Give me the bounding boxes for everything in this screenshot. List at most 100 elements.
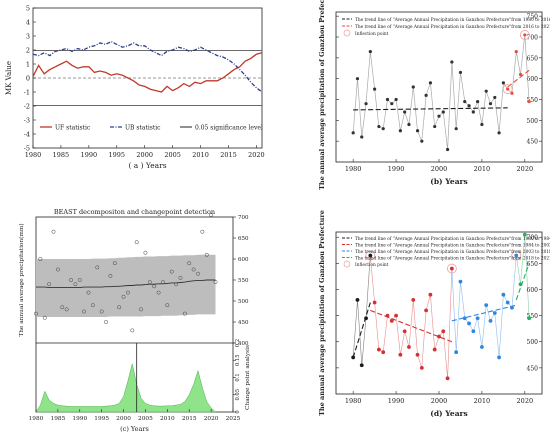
segment-line — [451, 255, 517, 358]
observation-point — [200, 229, 205, 234]
data-point — [484, 89, 488, 93]
data-point — [428, 81, 433, 85]
data-point — [381, 350, 386, 355]
data-point — [493, 95, 497, 100]
data-point — [518, 282, 523, 287]
legend-label: UB statistic — [125, 125, 161, 132]
data-point — [394, 313, 398, 318]
legend-label: The trend line of "Average Annual Precip… — [355, 256, 550, 261]
y-tick-label: 2 — [26, 47, 30, 55]
cp-tick-label: 0.15 — [235, 354, 241, 366]
chart-title: BEAST decompositon and changepoint detec… — [54, 208, 215, 216]
series-line-uf — [32, 52, 263, 93]
observation-point — [42, 315, 47, 320]
trend-line — [515, 263, 530, 301]
x-tick-label: 2020 — [517, 397, 534, 405]
observation-point — [90, 303, 95, 308]
observation-point — [156, 290, 161, 295]
data-point — [407, 345, 411, 349]
data-point — [450, 60, 454, 64]
observation-point — [51, 229, 56, 234]
observation-point — [130, 328, 135, 333]
data-point — [454, 127, 458, 131]
data-point — [501, 81, 505, 85]
data-point — [390, 102, 394, 106]
panel-c: BEAST decompositon and changepoint detec… — [18, 208, 251, 433]
y-tick-label: 700 — [238, 215, 249, 221]
data-point — [492, 311, 497, 315]
y-tick-label: 3 — [26, 33, 30, 41]
data-point — [445, 147, 450, 152]
data-point — [514, 49, 518, 54]
data-point — [385, 313, 390, 318]
y-tick-label: 600 — [527, 76, 539, 83]
data-point — [428, 292, 433, 297]
data-point — [458, 70, 463, 75]
data-point — [523, 33, 527, 37]
legend-label: Inflection point — [355, 263, 389, 268]
data-point — [463, 99, 467, 104]
observation-point — [73, 282, 78, 287]
x-tick-label: 2010 — [160, 416, 175, 422]
x-tick-label: 1985 — [53, 151, 70, 159]
data-point — [441, 329, 446, 334]
x-tick-label: 2000 — [136, 151, 153, 159]
data-point — [364, 316, 368, 321]
observation-point — [213, 280, 218, 285]
x-tick-label: 2020 — [517, 165, 534, 173]
x-tick-label: 2015 — [220, 151, 237, 159]
y-axis-label: MK Value — [5, 61, 13, 95]
legend-label: The trend line of "Average Annual Precip… — [355, 243, 550, 248]
data-point — [514, 253, 519, 258]
observation-point — [47, 282, 52, 287]
observation-point — [121, 294, 126, 299]
observation-point — [60, 305, 65, 310]
x-tick-label: 2025 — [226, 416, 241, 422]
trend-line — [36, 279, 216, 289]
data-point — [497, 131, 501, 135]
panel-b: 450 500 550 600 650 700 750 1980 1990 2000 2010 202… — [318, 0, 550, 190]
observation-point — [209, 212, 214, 217]
data-point — [510, 305, 514, 310]
data-point — [368, 253, 373, 258]
y-tick-label: 450 — [527, 365, 539, 372]
x-tick-label: 1980 — [29, 416, 44, 422]
y-tick-label: 500 — [527, 339, 539, 346]
data-point — [432, 347, 437, 352]
inflection-marker — [519, 30, 530, 40]
data-point — [403, 110, 407, 114]
data-point — [351, 355, 356, 360]
data-point — [394, 97, 398, 102]
observation-point — [108, 273, 113, 278]
observation-point — [95, 265, 100, 270]
x-tick-label: 2000 — [116, 416, 131, 422]
data-point — [419, 365, 424, 370]
data-point — [415, 352, 420, 357]
segment-line — [516, 234, 530, 319]
observation-point — [104, 320, 108, 324]
y-tick-label: 450 — [238, 320, 249, 326]
trend-line — [451, 304, 517, 322]
legend-label: The trend line of "Average Annual Precip… — [355, 25, 550, 30]
data-point — [471, 329, 476, 334]
x-tick-label: 1990 — [72, 416, 87, 422]
data-point — [467, 321, 471, 326]
legend-label: Inflection point — [355, 32, 389, 37]
data-point — [385, 97, 390, 102]
observation-point — [165, 303, 170, 308]
inflection-marker — [502, 84, 513, 94]
x-tick-label: 1990 — [388, 165, 405, 173]
data-point — [497, 355, 501, 360]
y-tick-label: 4 — [26, 19, 30, 27]
observation-point — [204, 252, 209, 257]
data-point — [433, 124, 437, 129]
legend-label: The trend line of "Average Annual Precip… — [355, 250, 550, 255]
data-point — [462, 316, 467, 321]
inflection-marker — [446, 263, 457, 274]
y-tick-label: 700 — [527, 235, 539, 242]
data-point — [359, 363, 364, 368]
data-point — [527, 316, 532, 321]
observation-point — [99, 309, 104, 314]
observation-point — [34, 311, 38, 316]
